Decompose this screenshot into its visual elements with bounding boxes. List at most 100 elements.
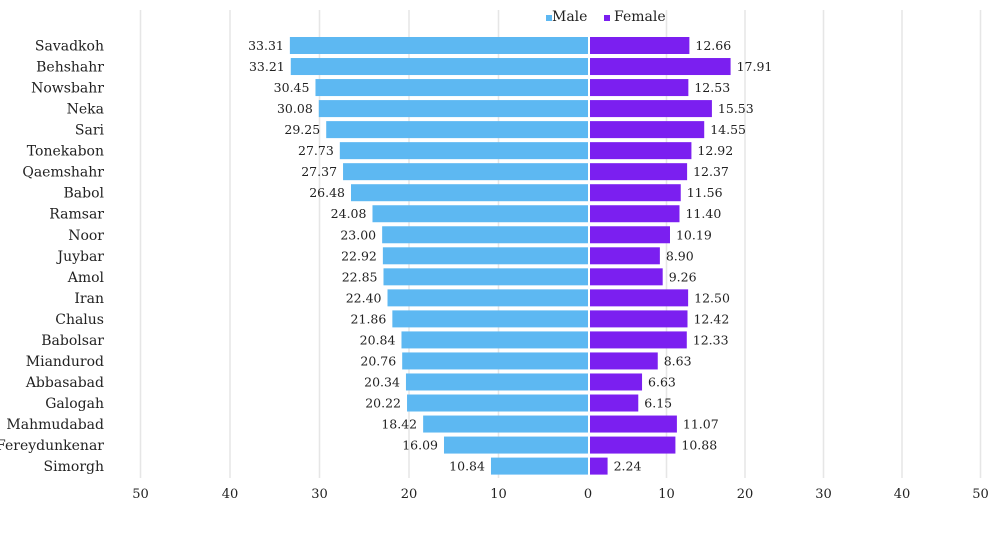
bar-female bbox=[590, 268, 663, 286]
x-tick-label-left: 50 bbox=[132, 487, 149, 502]
data-label-male: 33.31 bbox=[248, 38, 284, 53]
bar-female bbox=[590, 331, 687, 349]
x-tick-label-right: 20 bbox=[737, 487, 754, 502]
legend-swatch-female bbox=[604, 15, 610, 21]
data-label-female: 17.91 bbox=[737, 59, 773, 74]
bar-female bbox=[590, 79, 689, 97]
data-label-male: 27.37 bbox=[301, 164, 337, 179]
bar-female bbox=[590, 373, 643, 391]
data-label-female: 9.26 bbox=[669, 269, 697, 284]
data-label-male: 10.84 bbox=[449, 459, 485, 474]
bar-male bbox=[392, 310, 588, 328]
data-label-female: 11.07 bbox=[683, 417, 719, 432]
x-tick-label-left: 30 bbox=[311, 487, 328, 502]
data-label-male: 20.84 bbox=[360, 332, 396, 347]
category-label: Miandurod bbox=[26, 354, 104, 370]
data-label-female: 11.40 bbox=[685, 206, 721, 221]
data-label-male: 21.86 bbox=[351, 311, 387, 326]
bar-male bbox=[382, 247, 588, 265]
data-label-female: 12.50 bbox=[694, 290, 730, 305]
bar-female bbox=[590, 58, 731, 76]
category-label: Ramsar bbox=[49, 207, 104, 223]
bar-female bbox=[590, 226, 670, 244]
bar-male bbox=[490, 457, 588, 475]
bar-female bbox=[590, 394, 639, 412]
category-label: Qaemshahr bbox=[22, 165, 104, 181]
data-label-female: 12.33 bbox=[693, 332, 729, 347]
data-label-female: 15.53 bbox=[718, 101, 754, 116]
data-label-male: 20.76 bbox=[360, 353, 396, 368]
category-label: Noor bbox=[68, 228, 104, 244]
bar-male bbox=[372, 205, 588, 223]
bar-male bbox=[290, 58, 588, 76]
data-label-male: 22.85 bbox=[342, 269, 378, 284]
data-label-female: 8.63 bbox=[664, 353, 692, 368]
bar-male bbox=[326, 121, 588, 139]
bar-female bbox=[590, 436, 676, 454]
bar-male bbox=[289, 37, 588, 54]
legend-label-male: Male bbox=[552, 9, 587, 25]
data-label-male: 26.48 bbox=[309, 185, 345, 200]
bar-female bbox=[590, 184, 681, 202]
x-tick-label-right: 40 bbox=[894, 487, 911, 502]
category-label: Mahmudabad bbox=[6, 417, 104, 433]
data-label-male: 18.42 bbox=[381, 417, 417, 432]
data-label-female: 12.92 bbox=[697, 143, 733, 158]
x-tick-label-left: 20 bbox=[401, 487, 418, 502]
category-label: Juybar bbox=[55, 249, 104, 265]
data-label-male: 29.25 bbox=[284, 122, 320, 137]
data-label-male: 27.73 bbox=[298, 143, 334, 158]
label-layer: Savadkoh 33.31 12.66 Behshahr 33.21 17.91 Nows… bbox=[0, 38, 772, 475]
data-label-male: 23.00 bbox=[340, 227, 376, 242]
category-label: Chalus bbox=[55, 312, 104, 328]
data-label-male: 30.08 bbox=[277, 101, 313, 116]
bar-male bbox=[351, 184, 588, 202]
category-label: Fereydunkenar bbox=[0, 438, 104, 454]
data-label-male: 22.92 bbox=[341, 248, 377, 263]
data-label-female: 10.19 bbox=[676, 227, 712, 242]
bar-female bbox=[590, 415, 677, 433]
data-label-female: 6.63 bbox=[648, 374, 676, 389]
bar-male bbox=[387, 289, 588, 307]
data-label-female: 12.53 bbox=[694, 80, 730, 95]
data-label-male: 33.21 bbox=[249, 59, 285, 74]
category-label: Neka bbox=[67, 102, 104, 118]
bar-male bbox=[318, 100, 588, 118]
data-label-female: 12.37 bbox=[693, 164, 729, 179]
x-axis-ticks: 50 40 30 20 10 0 10 20 30 40 50 bbox=[132, 487, 989, 502]
data-label-female: 2.24 bbox=[614, 459, 642, 474]
bar-female bbox=[590, 37, 690, 54]
bar-female bbox=[590, 352, 658, 370]
category-label: Savadkoh bbox=[35, 39, 104, 55]
data-label-female: 6.15 bbox=[644, 396, 672, 411]
bar-male bbox=[423, 415, 588, 433]
data-label-female: 14.55 bbox=[710, 122, 746, 137]
bar-male bbox=[443, 436, 588, 454]
legend-label-female: Female bbox=[614, 9, 666, 25]
bar-male bbox=[383, 268, 588, 286]
data-label-female: 8.90 bbox=[666, 248, 694, 263]
bar-male bbox=[315, 79, 588, 97]
bar-female bbox=[590, 100, 712, 118]
x-tick-label-right: 50 bbox=[972, 487, 989, 502]
data-label-female: 12.42 bbox=[693, 311, 729, 326]
category-label: Babol bbox=[63, 186, 104, 202]
category-label: Abbasabad bbox=[25, 375, 104, 391]
x-tick-label-right: 10 bbox=[658, 487, 675, 502]
bar-male bbox=[402, 352, 588, 370]
data-label-male: 22.40 bbox=[346, 290, 382, 305]
category-label: Simorgh bbox=[44, 459, 104, 475]
data-label-male: 16.09 bbox=[402, 438, 438, 453]
x-tick-label-right: 30 bbox=[815, 487, 832, 502]
bar-male bbox=[339, 142, 588, 160]
bar-female bbox=[590, 310, 688, 328]
category-label: Iran bbox=[74, 291, 104, 307]
data-label-male: 20.34 bbox=[364, 374, 400, 389]
bar-female bbox=[590, 142, 692, 160]
x-tick-label-left: 40 bbox=[222, 487, 239, 502]
bar-female bbox=[590, 457, 608, 475]
bar-male bbox=[407, 394, 588, 412]
x-tick-label-left: 10 bbox=[490, 487, 507, 502]
